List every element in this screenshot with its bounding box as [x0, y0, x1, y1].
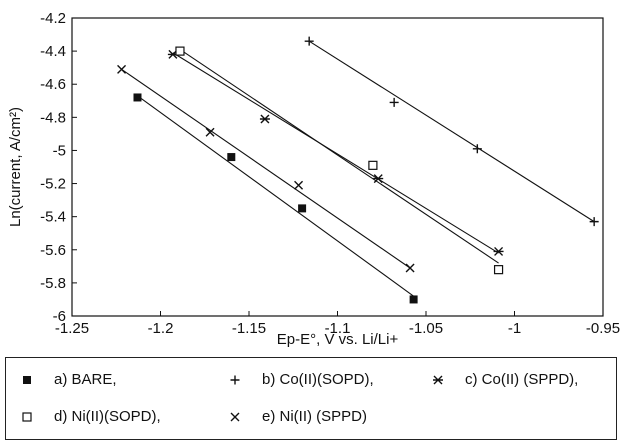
fit-line-series-1 — [308, 40, 595, 223]
legend-marker — [228, 373, 242, 387]
data-point-series-4 — [205, 127, 215, 137]
data-point-series-3 — [368, 160, 378, 170]
y-tick-label: -4.4 — [40, 43, 66, 60]
data-points — [117, 36, 599, 304]
data-point-series-4 — [405, 263, 415, 273]
y-tick-label: -5.8 — [40, 275, 66, 292]
legend-item: c) Co(II) (SPPD), — [431, 371, 578, 388]
legend-marker — [20, 373, 34, 387]
fit-lines — [121, 40, 595, 297]
data-point-series-1 — [472, 144, 482, 154]
legend-label: c) Co(II) (SPPD), — [465, 371, 579, 388]
fit-line-series-3 — [179, 48, 499, 264]
y-tick-label: -6 — [53, 308, 66, 325]
data-point-series-4 — [294, 180, 304, 190]
fit-line-series-0 — [137, 95, 414, 297]
y-tick-label: -4.2 — [40, 10, 66, 27]
data-point-series-0 — [227, 153, 236, 162]
legend-marker — [431, 373, 445, 387]
legend-marker — [20, 410, 34, 424]
legend-marker-plus — [230, 375, 240, 384]
y-tick-label: -5.2 — [40, 176, 66, 193]
y-axis-label: Ln(current, A/cm²) — [7, 107, 24, 227]
x-tick-label: -1 — [508, 320, 521, 337]
legend-item: b) Co(II)(SOPD), — [228, 371, 374, 388]
x-tick-label: -1.25 — [55, 320, 89, 337]
legend-marker-open-square — [22, 411, 32, 422]
legend-item: e) Ni(II) (SPPD) — [228, 408, 367, 425]
data-point-series-1 — [304, 36, 314, 46]
y-tick-label: -5.6 — [40, 242, 66, 259]
legend-label: a) BARE, — [54, 371, 117, 388]
x-tick-label: -1.15 — [232, 320, 266, 337]
plot-area — [71, 17, 604, 317]
y-tick-label: -5 — [53, 142, 66, 159]
x-axis-label: Ep-E°, V vs. Li/Li+ — [277, 331, 399, 348]
x-tick-label: -1.1 — [325, 320, 351, 337]
x-tick-label: -0.95 — [586, 320, 620, 337]
legend: a) BARE, b) Co(II)(SOPD), c) Co(II) (SPPD)… — [5, 357, 617, 440]
y-axis-ticks: -4.2 -4.4 -4.6 -4.8 -5 -5.2 -5.4 -5.6 -5.8 -6 — [40, 10, 77, 325]
legend-label: e) Ni(II) (SPPD) — [262, 408, 367, 425]
legend-item: a) BARE, — [20, 371, 117, 388]
legend-item: d) Ni(II)(SOPD), — [20, 408, 161, 425]
data-point-series-2 — [493, 246, 504, 256]
data-point-series-2 — [259, 114, 270, 124]
data-point-series-1 — [589, 217, 599, 227]
data-point-series-2 — [373, 174, 384, 184]
y-tick-label: -4.8 — [40, 109, 66, 126]
data-point-series-1 — [389, 97, 399, 107]
x-tick-label: -1.2 — [148, 320, 174, 337]
fit-line-series-2 — [172, 52, 499, 254]
legend-label: d) Ni(II)(SOPD), — [54, 408, 161, 425]
x-axis-ticks: -1.25 -1.2 -1.15 -1.1 -1.05 -1 -0.95 — [55, 311, 620, 337]
data-point-series-0 — [409, 295, 418, 304]
data-point-series-0 — [298, 204, 307, 213]
legend-marker-cross — [230, 412, 240, 421]
y-tick-label: -5.4 — [40, 209, 66, 226]
legend-marker-star — [433, 375, 443, 384]
data-point-series-3 — [175, 46, 185, 56]
y-tick-label: -4.6 — [40, 76, 66, 93]
fit-line-series-4 — [121, 68, 411, 269]
legend-marker — [228, 410, 242, 424]
legend-label: b) Co(II)(SOPD), — [262, 371, 374, 388]
x-tick-label: -1.05 — [409, 320, 443, 337]
data-point-series-4 — [117, 64, 127, 74]
data-point-series-0 — [133, 93, 142, 102]
legend-marker-filled-square — [23, 375, 31, 384]
data-point-series-3 — [493, 265, 504, 275]
chart: -4.2 -4.4 -4.6 -4.8 -5 -5.2 -5.4 -5.6 -5.8 -6 -1.… — [7, 10, 620, 348]
